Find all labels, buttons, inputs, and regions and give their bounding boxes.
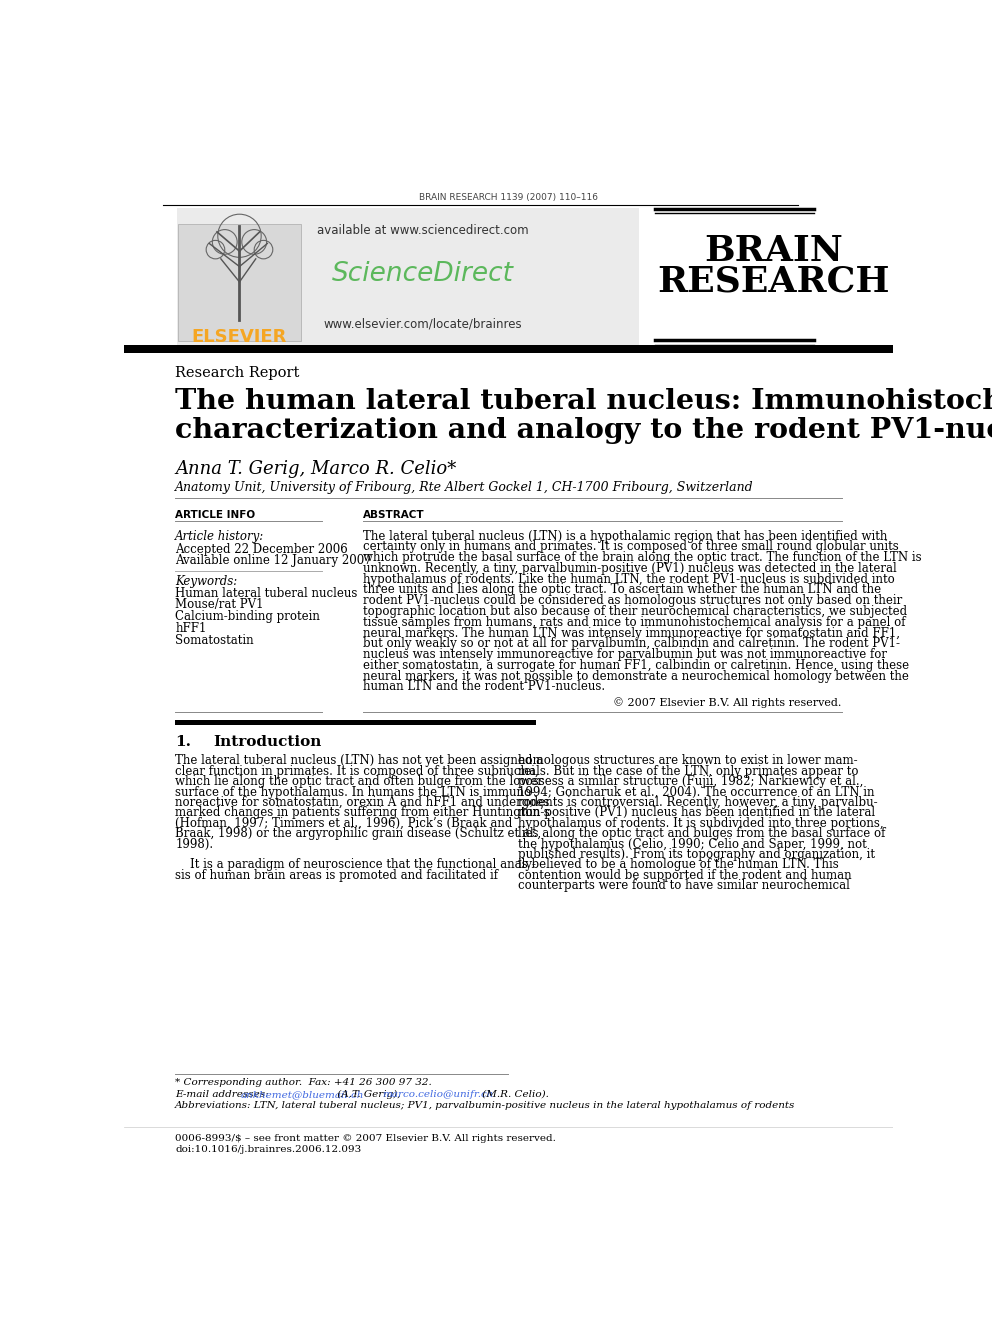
Text: either somatostatin, a surrogate for human FF1, calbindin or calretinin. Hence, : either somatostatin, a surrogate for hum…	[363, 659, 909, 672]
Text: ABSTRACT: ABSTRACT	[363, 509, 425, 520]
Text: Article history:: Article history:	[176, 529, 265, 542]
Text: Anatomy Unit, University of Fribourg, Rte Albert Gockel 1, CH-1700 Fribourg, Swi: Anatomy Unit, University of Fribourg, Rt…	[176, 482, 754, 493]
Text: Mouse/rat PV1: Mouse/rat PV1	[176, 598, 264, 611]
Bar	[179, 224, 301, 341]
Text: www.elsevier.com/locate/brainres: www.elsevier.com/locate/brainres	[323, 318, 522, 331]
Text: Human lateral tuberal nucleus: Human lateral tuberal nucleus	[176, 586, 357, 599]
Text: lies along the optic tract and bulges from the basal surface of: lies along the optic tract and bulges fr…	[518, 827, 885, 840]
Bar	[176, 720, 536, 725]
Text: mals. But in the case of the LTN, only primates appear to: mals. But in the case of the LTN, only p…	[518, 765, 858, 778]
Text: which protrude the basal surface of the brain along the optic tract. The functio: which protrude the basal surface of the …	[363, 552, 922, 564]
Text: sis of human brain areas is promoted and facilitated if: sis of human brain areas is promoted and…	[176, 869, 498, 881]
Text: 1998).: 1998).	[176, 837, 213, 851]
Text: the hypothalamus (Celio, 1990; Celio and Saper, 1999, not: the hypothalamus (Celio, 1990; Celio and…	[518, 837, 866, 851]
Text: Abbreviations: LTN, lateral tuberal nucleus; PV1, parvalbumin-positive nucleus i: Abbreviations: LTN, lateral tuberal nucl…	[176, 1101, 796, 1110]
Text: Accepted 22 December 2006: Accepted 22 December 2006	[176, 542, 348, 556]
Text: surface of the hypothalamus. In humans the LTN is immuno-: surface of the hypothalamus. In humans t…	[176, 786, 536, 799]
Text: 1.: 1.	[176, 736, 191, 749]
Text: three units and lies along the optic tract. To ascertain whether the human LTN a: three units and lies along the optic tra…	[363, 583, 881, 597]
Text: * Corresponding author.  Fax: +41 26 300 97 32.: * Corresponding author. Fax: +41 26 300 …	[176, 1078, 432, 1088]
Text: min-positive (PV1) nucleus has been identified in the lateral: min-positive (PV1) nucleus has been iden…	[518, 807, 875, 819]
Text: rodent PV1-nucleus could be considered as homologous structures not only based o: rodent PV1-nucleus could be considered a…	[363, 594, 902, 607]
Text: (M.R. Celio).: (M.R. Celio).	[479, 1090, 549, 1099]
Text: ScienceDirect: ScienceDirect	[331, 261, 514, 287]
Text: contention would be supported if the rodent and human: contention would be supported if the rod…	[518, 869, 851, 881]
Text: ARTICLE INFO: ARTICLE INFO	[176, 509, 255, 520]
Text: hypothalamus of rodents. Like the human LTN, the rodent PV1-nucleus is subdivide: hypothalamus of rodents. Like the human …	[363, 573, 895, 586]
Text: Braak, 1998) or the argyrophilic grain disease (Schultz et al.,: Braak, 1998) or the argyrophilic grain d…	[176, 827, 542, 840]
Bar	[177, 208, 640, 345]
Text: available at www.sciencedirect.com: available at www.sciencedirect.com	[316, 224, 528, 237]
Text: possess a similar structure (Fujii, 1982; Narkiewicy et al.,: possess a similar structure (Fujii, 1982…	[518, 775, 863, 789]
Text: ELSEVIER: ELSEVIER	[191, 328, 287, 347]
Text: Keywords:: Keywords:	[176, 576, 237, 587]
Text: certainty only in humans and primates. It is composed of three small round globu: certainty only in humans and primates. I…	[363, 540, 899, 553]
Text: counterparts were found to have similar neurochemical: counterparts were found to have similar …	[518, 880, 849, 892]
Text: rodents is controversial. Recently, however, a tiny, parvalbu-: rodents is controversial. Recently, howe…	[518, 796, 877, 808]
Text: Calcium-binding protein: Calcium-binding protein	[176, 610, 320, 623]
Text: It is a paradigm of neuroscience that the functional analy-: It is a paradigm of neuroscience that th…	[176, 859, 536, 872]
Text: marco.celio@unifr.ch: marco.celio@unifr.ch	[382, 1090, 493, 1099]
Text: (A.T. Gerig),: (A.T. Gerig),	[334, 1090, 404, 1099]
Text: topographic location but also because of their neurochemical characteristics, we: topographic location but also because of…	[363, 605, 907, 618]
Text: E-mail addresses:: E-mail addresses:	[176, 1090, 272, 1099]
Text: nucleus was intensely immunoreactive for parvalbumin but was not immunoreactive : nucleus was intensely immunoreactive for…	[363, 648, 887, 662]
Text: ankhemet@bluemail.ch: ankhemet@bluemail.ch	[241, 1090, 364, 1099]
Text: homologous structures are known to exist in lower mam-: homologous structures are known to exist…	[518, 754, 857, 767]
Text: Somatostatin: Somatostatin	[176, 634, 254, 647]
Text: published results). From its topography and organization, it: published results). From its topography …	[518, 848, 875, 861]
Text: BRAIN RESEARCH 1139 (2007) 110–116: BRAIN RESEARCH 1139 (2007) 110–116	[419, 193, 598, 202]
Text: 0006-8993/$ – see front matter © 2007 Elsevier B.V. All rights reserved.: 0006-8993/$ – see front matter © 2007 El…	[176, 1134, 557, 1143]
Text: human LTN and the rodent PV1-nucleus.: human LTN and the rodent PV1-nucleus.	[363, 680, 605, 693]
Text: noreactive for somatostatin, orexin A and hFF1 and undergoes: noreactive for somatostatin, orexin A an…	[176, 796, 550, 808]
Text: doi:10.1016/j.brainres.2006.12.093: doi:10.1016/j.brainres.2006.12.093	[176, 1146, 361, 1154]
Bar	[124, 345, 893, 353]
Text: Available online 12 January 2007: Available online 12 January 2007	[176, 554, 372, 568]
Text: The lateral tuberal nucleus (LTN) has not yet been assigned a: The lateral tuberal nucleus (LTN) has no…	[176, 754, 544, 767]
Text: RESEARCH: RESEARCH	[657, 265, 890, 299]
Text: Anna T. Gerig, Marco R. Celio*: Anna T. Gerig, Marco R. Celio*	[176, 460, 456, 478]
Text: © 2007 Elsevier B.V. All rights reserved.: © 2007 Elsevier B.V. All rights reserved…	[613, 697, 841, 708]
Text: (Hofman, 1997; Timmers et al., 1996), Pick’s (Braak and: (Hofman, 1997; Timmers et al., 1996), Pi…	[176, 816, 513, 830]
Text: marked changes in patients suffering from either Huntington’s: marked changes in patients suffering fro…	[176, 807, 550, 819]
Text: which lie along the optic tract and often bulge from the lower: which lie along the optic tract and ofte…	[176, 775, 544, 789]
Text: BRAIN: BRAIN	[704, 234, 843, 269]
Text: neural markers. The human LTN was intensely immunoreactive for somatostatin and : neural markers. The human LTN was intens…	[363, 627, 900, 639]
Text: is believed to be a homologue of the human LTN. This: is believed to be a homologue of the hum…	[518, 859, 838, 872]
Text: but only weakly so or not at all for parvalbumin, calbindin and calretinin. The : but only weakly so or not at all for par…	[363, 638, 900, 651]
Text: characterization and analogy to the rodent PV1-nucleus: characterization and analogy to the rode…	[176, 417, 992, 445]
Text: Introduction: Introduction	[213, 736, 321, 749]
Text: neural markers, it was not possible to demonstrate a neurochemical homology betw: neural markers, it was not possible to d…	[363, 669, 909, 683]
Text: The lateral tuberal nucleus (LTN) is a hypothalamic region that has been identif: The lateral tuberal nucleus (LTN) is a h…	[363, 529, 887, 542]
Text: The human lateral tuberal nucleus: Immunohistochemical: The human lateral tuberal nucleus: Immun…	[176, 388, 992, 415]
Text: unknown. Recently, a tiny, parvalbumin-positive (PV1) nucleus was detected in th: unknown. Recently, a tiny, parvalbumin-p…	[363, 562, 897, 576]
Text: Research Report: Research Report	[176, 366, 300, 380]
Text: clear function in primates. It is composed of three subnuclei,: clear function in primates. It is compos…	[176, 765, 539, 778]
Text: tissue samples from humans, rats and mice to immunohistochemical analysis for a : tissue samples from humans, rats and mic…	[363, 615, 905, 628]
Text: hypothalamus of rodents. It is subdivided into three portions,: hypothalamus of rodents. It is subdivide…	[518, 816, 883, 830]
Text: hFF1: hFF1	[176, 622, 206, 635]
Text: 1994; Goncharuk et al., 2004). The occurrence of an LTN in: 1994; Goncharuk et al., 2004). The occur…	[518, 786, 874, 799]
